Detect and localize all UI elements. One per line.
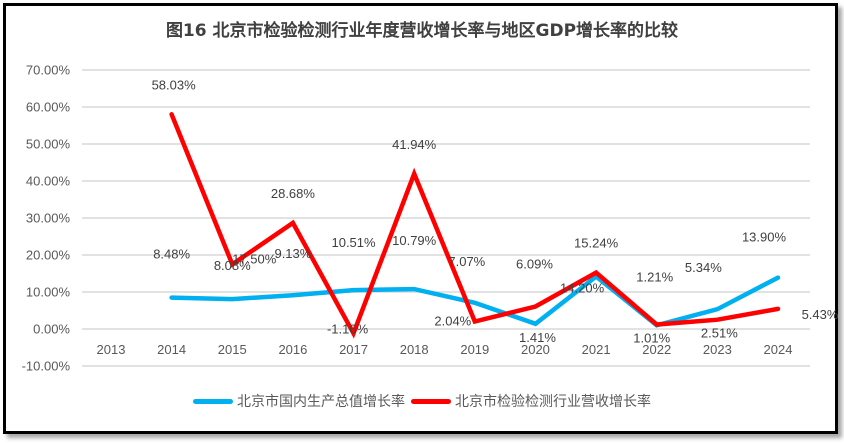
gridlines xyxy=(82,69,810,367)
data-label-revenue: 17.50% xyxy=(232,251,277,266)
data-label-gdp: 10.79% xyxy=(392,233,437,248)
x-tick-label: 2023 xyxy=(703,342,732,357)
data-label-revenue: 28.68% xyxy=(271,186,316,201)
legend: 北京市国内生产总值增长率 北京市检验检测行业营收增长率 xyxy=(0,391,844,411)
y-tick-label: 50.00% xyxy=(26,137,71,152)
data-label-revenue: 15.24% xyxy=(574,236,619,251)
data-label-revenue: 1.21% xyxy=(636,270,673,285)
data-label-gdp: 7.07% xyxy=(448,254,485,269)
legend-swatch-revenue xyxy=(411,398,451,404)
x-tick-label: 2017 xyxy=(339,342,368,357)
x-tick-label: 2014 xyxy=(157,342,186,357)
data-label-gdp: 1.41% xyxy=(519,330,556,345)
series-line-revenue xyxy=(169,112,781,339)
x-tick-label: 2021 xyxy=(582,342,611,357)
chart-title: 图16 北京市检验检测行业年度营收增长率与地区GDP增长率的比较 xyxy=(165,21,679,41)
data-label-gdp: 10.51% xyxy=(331,235,376,250)
legend-label-gdp: 北京市国内生产总值增长率 xyxy=(237,394,405,410)
y-tick-label: 10.00% xyxy=(26,285,71,300)
x-tick-label: 2018 xyxy=(400,342,429,357)
legend-swatch-gdp xyxy=(193,398,233,404)
x-tick-label: 2022 xyxy=(642,342,671,357)
data-labels: 8.48% 8.08% 9.13% 10.51% 10.79% 7.07% 1.41% 14.… xyxy=(152,77,839,345)
data-label-revenue: 58.03% xyxy=(152,77,197,92)
data-label-gdp: 5.34% xyxy=(685,260,722,275)
data-label-gdp: 13.90% xyxy=(742,230,787,245)
data-label-revenue: 41.94% xyxy=(392,137,437,152)
y-tick-label: 30.00% xyxy=(26,211,71,226)
x-axis-ticks: 2013 2014 2015 2016 2017 2018 2019 2020 2021 2022… xyxy=(97,342,793,357)
y-tick-label: 20.00% xyxy=(26,248,71,263)
x-tick-label: 2015 xyxy=(218,342,247,357)
data-label-gdp: 8.08% xyxy=(214,258,251,273)
series-lines xyxy=(169,112,781,339)
data-label-gdp: 9.13% xyxy=(274,246,311,261)
legend-item-revenue[interactable]: 北京市检验检测行业营收增长率 xyxy=(411,391,651,411)
x-tick-label: 2020 xyxy=(521,342,550,357)
data-label-revenue: 2.51% xyxy=(701,326,738,341)
y-tick-label: 60.00% xyxy=(26,100,71,115)
x-tick-label: 2019 xyxy=(460,342,489,357)
data-label-gdp: 14.20% xyxy=(560,280,605,295)
y-axis-ticks: 70.00% 60.00% 50.00% 40.00% 30.00% 20.00% 10.0… xyxy=(22,63,71,374)
y-tick-label: 70.00% xyxy=(26,63,71,78)
x-tick-label: 2024 xyxy=(764,342,793,357)
data-label-revenue: -1.16% xyxy=(327,321,369,336)
data-label-gdp: 8.48% xyxy=(153,247,190,262)
data-label-revenue: 6.09% xyxy=(516,256,553,271)
data-label-gdp: 1.01% xyxy=(633,330,670,345)
data-label-revenue: 2.04% xyxy=(434,313,471,328)
y-tick-label: -10.00% xyxy=(22,359,71,374)
x-tick-label: 2016 xyxy=(278,342,307,357)
y-tick-label: 40.00% xyxy=(26,174,71,189)
y-tick-label: 0.00% xyxy=(33,322,70,337)
x-tick-label: 2013 xyxy=(97,342,126,357)
legend-item-gdp[interactable]: 北京市国内生产总值增长率 xyxy=(193,391,405,411)
data-label-revenue: 5.43% xyxy=(802,307,839,322)
legend-label-revenue: 北京市检验检测行业营收增长率 xyxy=(455,394,651,410)
